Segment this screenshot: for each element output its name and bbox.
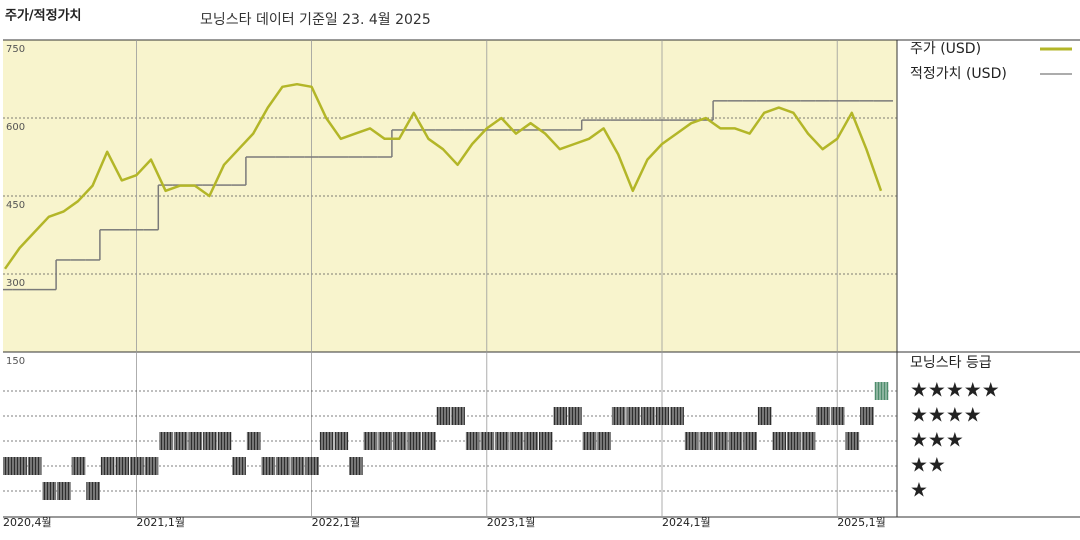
rating-hatch bbox=[860, 407, 874, 425]
rating-hatch bbox=[378, 432, 392, 450]
x-tick-label: 2022,1월 bbox=[312, 516, 361, 529]
y-tick-label: 750 bbox=[6, 44, 25, 55]
rating-hatch bbox=[436, 407, 451, 425]
rating-hatch bbox=[319, 432, 334, 450]
rating-hatch bbox=[757, 407, 772, 425]
y-tick-label: 450 bbox=[6, 200, 25, 211]
rating-hatch bbox=[626, 407, 641, 425]
rating-hatch bbox=[582, 432, 597, 450]
rating-hatch bbox=[305, 457, 319, 475]
y-tick-label: 150 bbox=[6, 356, 25, 367]
chart-title: 주가/적정가치 bbox=[5, 8, 82, 24]
rating-hatch bbox=[144, 457, 159, 475]
rating-hatch bbox=[670, 407, 684, 425]
rating-hatch bbox=[538, 432, 553, 450]
rating-hatch bbox=[684, 432, 699, 450]
rating-hatch bbox=[392, 432, 407, 450]
rating-hatch bbox=[86, 482, 100, 500]
plot-background bbox=[3, 40, 897, 352]
rating-hatch bbox=[655, 407, 670, 425]
rating-hatch bbox=[57, 482, 71, 500]
rating-title: 모닝스타 등급 bbox=[910, 355, 992, 371]
rating-hatch bbox=[159, 432, 173, 450]
rating-hatch bbox=[509, 432, 524, 450]
rating-hatch bbox=[568, 407, 582, 425]
rating-hatch bbox=[874, 382, 889, 400]
rating-hatch bbox=[611, 407, 626, 425]
rating-hatch bbox=[830, 407, 845, 425]
rating-hatch bbox=[641, 407, 655, 425]
y-tick-label: 300 bbox=[6, 278, 25, 289]
rating-hatch bbox=[173, 432, 188, 450]
rating-hatch bbox=[217, 432, 232, 450]
rating-hatch bbox=[597, 432, 611, 450]
x-tick-label: 2020,4월 bbox=[3, 516, 52, 529]
rating-hatch bbox=[422, 432, 436, 450]
rating-hatch bbox=[261, 457, 276, 475]
rating-hatch bbox=[42, 482, 57, 500]
rating-label: ★★★ bbox=[910, 428, 964, 452]
rating-hatch bbox=[363, 432, 378, 450]
rating-hatch bbox=[130, 457, 144, 475]
rating-hatch bbox=[407, 432, 422, 450]
rating-hatch bbox=[349, 457, 363, 475]
y-tick-label: 600 bbox=[6, 122, 25, 133]
rating-hatch bbox=[801, 432, 816, 450]
rating-hatch bbox=[203, 432, 217, 450]
rating-hatch bbox=[480, 432, 495, 450]
rating-hatch bbox=[816, 407, 830, 425]
rating-hatch bbox=[451, 407, 465, 425]
rating-hatch bbox=[100, 457, 115, 475]
rating-hatch bbox=[232, 457, 246, 475]
rating-hatch bbox=[3, 457, 17, 475]
rating-label: ★ bbox=[910, 478, 928, 502]
price-line bbox=[3, 82, 883, 270]
x-tick-label: 2024,1월 bbox=[662, 516, 711, 529]
x-tick-label: 2023,1월 bbox=[487, 516, 536, 529]
rating-hatch bbox=[71, 457, 86, 475]
legend-label: 적정가치 (USD) bbox=[910, 66, 1007, 82]
x-tick-label: 2021,1월 bbox=[136, 516, 185, 529]
rating-hatch bbox=[524, 432, 538, 450]
rating-hatch bbox=[728, 432, 743, 450]
rating-hatch bbox=[787, 432, 801, 450]
legend-label: 주가 (USD) bbox=[910, 41, 981, 57]
rating-hatch bbox=[845, 432, 860, 450]
rating-hatch bbox=[27, 457, 42, 475]
chart-subtitle: 모닝스타 데이터 기준일 23. 4월 2025 bbox=[200, 12, 431, 28]
rating-hatch bbox=[334, 432, 349, 450]
rating-hatch bbox=[772, 432, 787, 450]
rating-hatch bbox=[13, 457, 27, 475]
rating-label: ★★★★★ bbox=[910, 378, 1000, 402]
rating-hatch bbox=[495, 432, 509, 450]
rating-label: ★★★★ bbox=[910, 403, 982, 427]
rating-hatch bbox=[276, 457, 290, 475]
rating-hatch bbox=[553, 407, 568, 425]
rating-hatch bbox=[465, 432, 480, 450]
rating-hatch bbox=[246, 432, 261, 450]
rating-hatch bbox=[699, 432, 714, 450]
rating-hatch bbox=[115, 457, 130, 475]
rating-hatch bbox=[290, 457, 305, 475]
rating-label: ★★ bbox=[910, 453, 946, 477]
rating-hatch bbox=[714, 432, 728, 450]
rating-hatch bbox=[743, 432, 757, 450]
rating-hatch bbox=[188, 432, 203, 450]
x-tick-label: 2025,1월 bbox=[837, 516, 886, 529]
frame bbox=[3, 39, 1080, 518]
